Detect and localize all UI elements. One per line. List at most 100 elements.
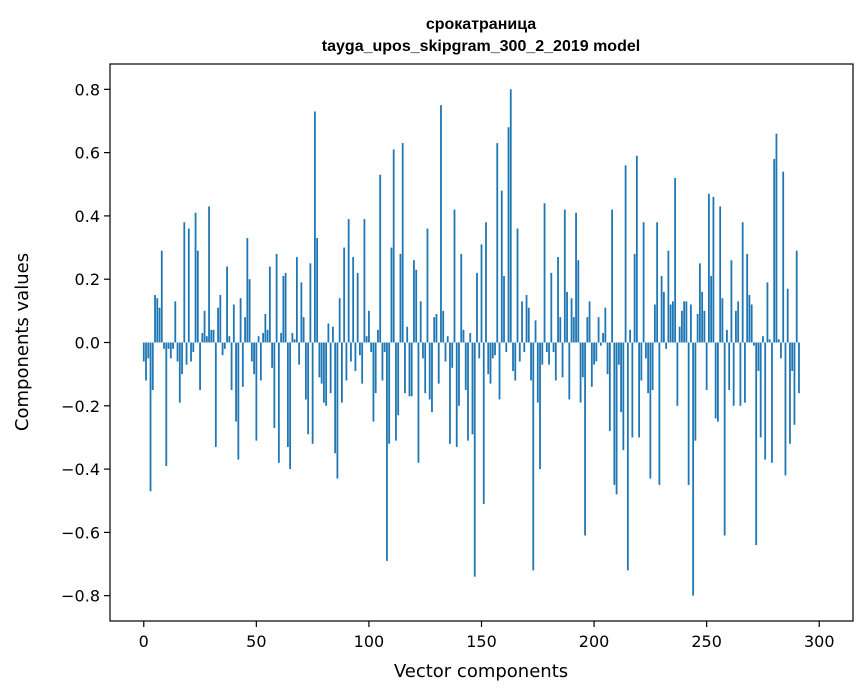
bar-27 (203, 310, 206, 343)
bar-64 (286, 342, 289, 447)
bar-119 (410, 342, 413, 397)
bar-8 (160, 250, 163, 343)
bar-142 (462, 329, 465, 343)
bar-107 (383, 342, 386, 352)
bar-153 (487, 342, 490, 375)
bar-147 (473, 342, 476, 577)
bar-75 (311, 342, 314, 444)
bar-228 (656, 222, 659, 343)
bar-39 (230, 342, 233, 390)
bar-289 (793, 342, 796, 425)
bar-101 (370, 342, 373, 352)
x-tick-label: 150 (466, 632, 497, 651)
bar-52 (259, 342, 262, 381)
bar-167 (518, 342, 521, 362)
bar-127 (428, 342, 431, 400)
bar-121 (415, 269, 418, 343)
bar-1 (145, 342, 147, 381)
bar-190 (570, 298, 573, 343)
bar-180 (548, 342, 550, 365)
bar-85 (334, 342, 337, 454)
bar-166 (516, 228, 519, 343)
bar-61 (280, 333, 283, 343)
bar-284 (782, 171, 785, 343)
bar-97 (361, 342, 364, 384)
bar-86 (336, 342, 339, 479)
bar-134 (444, 342, 447, 362)
bar-2 (147, 342, 150, 359)
bar-208 (611, 209, 613, 343)
bar-192 (575, 212, 577, 343)
bar-113 (397, 342, 400, 416)
bar-165 (514, 342, 517, 381)
bar-261 (730, 260, 733, 343)
bar-160 (503, 276, 505, 343)
bar-203 (599, 342, 602, 346)
bar-150 (480, 244, 483, 343)
bar-186 (561, 342, 564, 378)
bar-285 (784, 342, 787, 476)
bar-58 (273, 342, 276, 428)
bar-74 (309, 263, 312, 343)
bar-258 (723, 342, 726, 536)
bar-288 (791, 342, 794, 371)
bar-291 (798, 342, 800, 394)
bar-183 (554, 342, 557, 381)
bar-185 (559, 317, 562, 343)
bar-214 (624, 165, 627, 343)
bar-255 (717, 342, 719, 422)
bar-116 (404, 342, 406, 394)
bar-163 (509, 89, 512, 343)
bar-81 (325, 342, 328, 406)
bar-218 (633, 253, 636, 343)
bar-170 (525, 295, 528, 343)
bar-41 (235, 342, 237, 422)
bar-220 (638, 342, 641, 438)
bar-164 (512, 342, 514, 371)
bar-37 (226, 266, 228, 343)
bar-128 (431, 342, 433, 413)
bar-143 (464, 342, 467, 390)
bar-34 (219, 295, 222, 343)
bar-229 (658, 342, 661, 485)
bar-96 (359, 342, 361, 356)
bar-152 (485, 222, 487, 343)
x-tick-label: 0 (139, 632, 149, 651)
bar-268 (746, 253, 749, 343)
bar-79 (320, 342, 323, 384)
bar-82 (327, 323, 330, 343)
bar-196 (584, 342, 586, 536)
bar-202 (597, 317, 600, 343)
bar-141 (460, 253, 463, 343)
bar-84 (332, 326, 334, 343)
bar-57 (271, 342, 274, 368)
bar-205 (604, 307, 607, 343)
bar-55 (266, 329, 269, 343)
bar-9 (163, 342, 165, 349)
bar-250 (705, 342, 708, 390)
bar-194 (579, 342, 582, 403)
bar-278 (768, 339, 771, 343)
bar-272 (755, 342, 758, 546)
bar-95 (356, 272, 359, 343)
bar-231 (662, 291, 665, 343)
bar-206 (606, 342, 609, 375)
bar-286 (786, 288, 789, 343)
bar-235 (671, 301, 674, 343)
bar-233 (667, 250, 670, 343)
bar-283 (780, 342, 782, 359)
bar-135 (446, 336, 449, 343)
bar-270 (750, 304, 753, 343)
bar-53 (262, 333, 264, 343)
y-tick-label: −0.2 (61, 397, 100, 416)
bar-266 (741, 222, 744, 343)
bar-249 (703, 310, 706, 343)
bar-213 (622, 342, 625, 451)
bar-111 (392, 149, 395, 343)
bar-211 (617, 342, 620, 365)
bar-122 (417, 342, 420, 463)
bar-245 (694, 342, 697, 441)
bar-256 (719, 206, 722, 343)
bar-115 (401, 143, 404, 343)
bar-89 (343, 247, 346, 343)
